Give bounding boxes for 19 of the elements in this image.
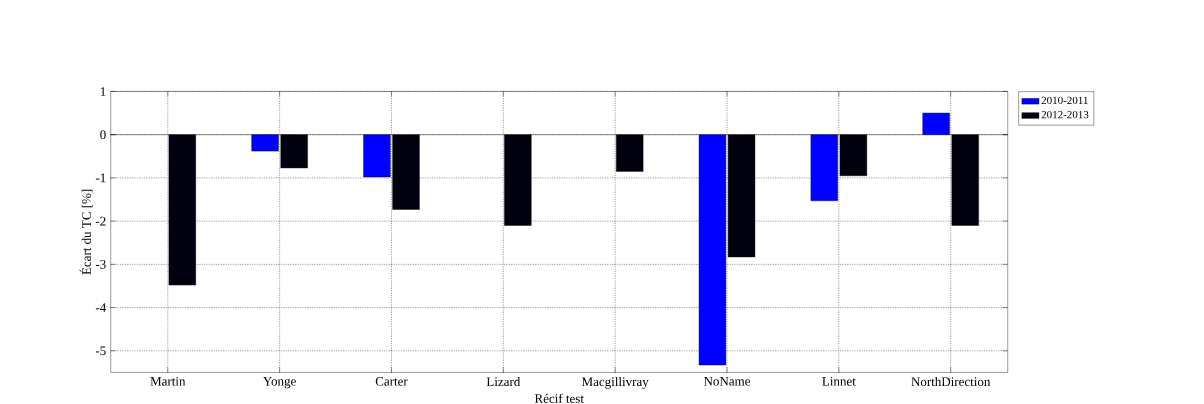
x-tick-label: Linnet	[822, 376, 856, 386]
y-tick-label: -4	[95, 303, 107, 312]
x-tick-label: NorthDirection	[911, 376, 991, 387]
legend-label: 2010-2011	[1041, 96, 1088, 105]
legend-label: 2012-2013	[1041, 110, 1089, 119]
x-tick-label: NoName	[703, 376, 751, 386]
y-tick-label: -3	[95, 259, 106, 269]
x-tick-label: Lizard	[486, 376, 521, 387]
x-tick-label: Carter	[375, 376, 408, 386]
x-tick-label: Martin	[150, 376, 186, 386]
y-tick-label: 1	[100, 87, 106, 96]
y-tick-label: -1	[95, 173, 106, 183]
x-tick-label: Yonge	[263, 376, 296, 389]
y-axis-title: Écart du TC [%]	[79, 189, 93, 275]
y-tick-label: -2	[95, 216, 106, 226]
y-tick-label: 0	[100, 130, 106, 140]
x-tick-label: Macgillivray	[581, 376, 649, 389]
x-axis-title: Récif test	[534, 393, 584, 403]
y-tick-label: -5	[95, 346, 106, 356]
